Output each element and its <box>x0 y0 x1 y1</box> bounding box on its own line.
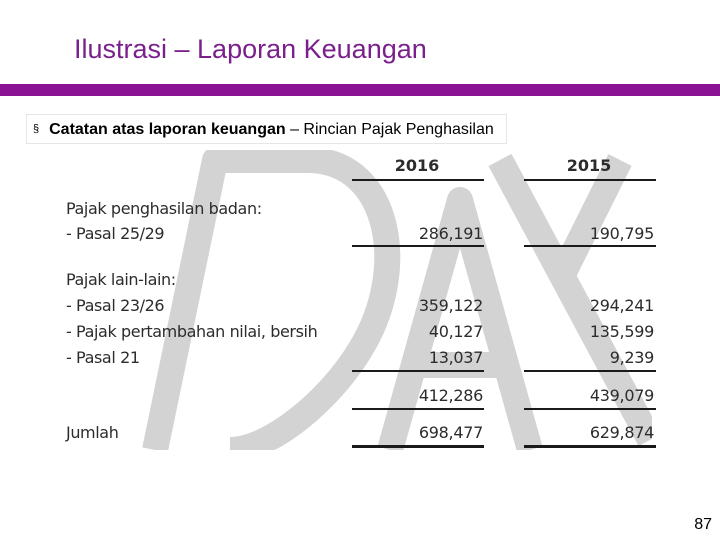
row-label: - Pasal 21 <box>66 348 140 367</box>
subtotal-rule <box>524 370 656 372</box>
subtotal-rule <box>352 408 484 410</box>
subtitle-bold-text: Catatan atas laporan keuangan <box>49 121 286 138</box>
value-2015: 294,241 <box>589 296 654 315</box>
bullet-icon: § <box>33 123 40 135</box>
total-double-rule <box>352 445 484 448</box>
value-2015: 135,599 <box>589 322 654 341</box>
value-2016: 286,191 <box>418 224 483 243</box>
title-divider <box>0 84 720 96</box>
subtotal-rule <box>524 245 656 247</box>
subtotal-rule <box>352 370 484 372</box>
value-2015: 439,079 <box>589 386 654 405</box>
header-underline-2015 <box>524 179 656 181</box>
row-label-total: Jumlah <box>66 423 119 442</box>
subtotal-rule <box>524 408 656 410</box>
header-underline-2016 <box>352 179 484 181</box>
column-header-2015: 2015 <box>566 156 612 175</box>
row-label: Pajak penghasilan badan: <box>66 199 262 218</box>
slide-subtitle: § Catatan atas laporan keuangan – Rincian… <box>26 114 507 144</box>
value-2015: 9,239 <box>609 348 655 367</box>
total-double-rule <box>524 445 656 448</box>
value-2016: 412,286 <box>418 386 483 405</box>
row-label: Pajak lain-lain: <box>66 270 176 289</box>
value-2016: 13,037 <box>428 348 483 367</box>
column-header-2016: 2016 <box>394 156 440 175</box>
row-label: - Pajak pertambahan nilai, bersih <box>66 322 318 341</box>
subtitle-text: – Rincian Pajak Penghasilan <box>285 121 494 138</box>
tax-detail-table-image: 2016 2015 Pajak penghasilan badan: - Pas… <box>60 150 656 450</box>
value-2016: 40,127 <box>428 322 483 341</box>
value-2016: 359,122 <box>418 296 483 315</box>
slide-title: Ilustrasi – Laporan Keuangan <box>74 34 427 64</box>
page-number: 87 <box>694 516 712 533</box>
value-2015: 190,795 <box>589 224 654 243</box>
row-label: - Pasal 23/26 <box>66 296 165 315</box>
total-2015: 629,874 <box>589 423 654 442</box>
row-label: - Pasal 25/29 <box>66 224 165 243</box>
total-2016: 698,477 <box>418 423 483 442</box>
subtotal-rule <box>352 245 484 247</box>
